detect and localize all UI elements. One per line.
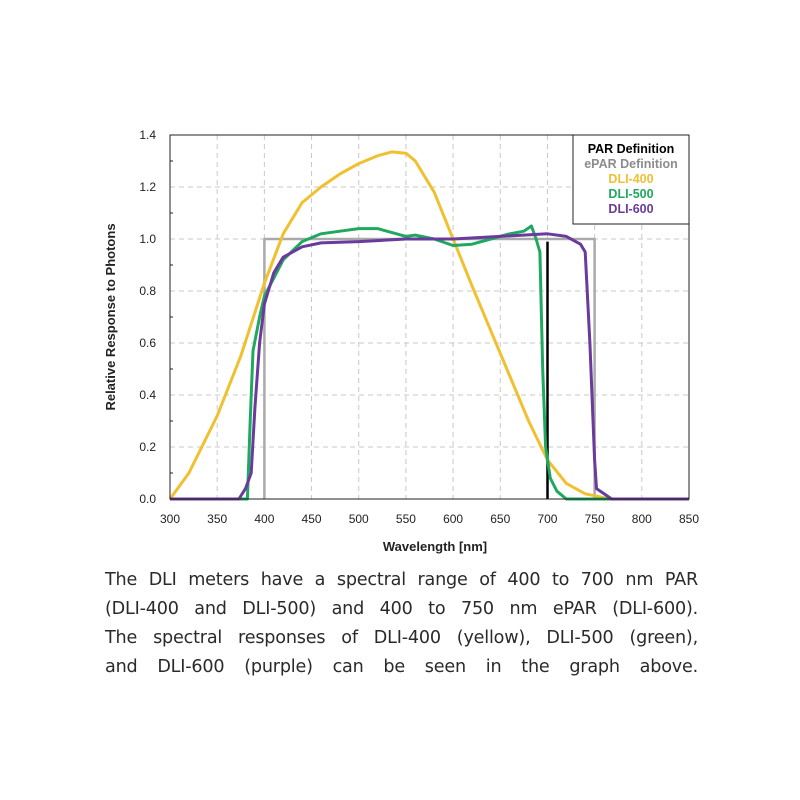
legend-entry: DLI-500	[608, 187, 653, 201]
series-epar-definition	[263, 237, 596, 499]
series-lines	[168, 150, 689, 501]
x-tick-label: 550	[396, 512, 416, 526]
y-tick-label: 0.4	[139, 388, 156, 402]
caption-text: The DLI meters have a spectral range of …	[105, 570, 698, 590]
y-tick-label: 0.8	[139, 284, 156, 298]
y-tick-label: 0.6	[139, 336, 156, 350]
legend-entry: PAR Definition	[588, 142, 675, 156]
x-tick-label: 300	[160, 512, 180, 526]
caption-line: The spectral responses of DLI-400 (yello…	[105, 624, 698, 653]
x-tick-label: 800	[632, 512, 652, 526]
caption-line: and DLI-600 (purple) can be seen in the …	[105, 653, 698, 682]
spectral-response-chart: 300 350 400 450 500 550 600 650 700 750 800 850 0.0 0…	[103, 128, 699, 554]
x-tick-label: 600	[443, 512, 463, 526]
series-dli-500	[170, 224, 689, 501]
y-axis-label: Relative Response to Photons	[103, 223, 118, 410]
caption-text: and DLI-600 (purple) can be seen in the …	[105, 657, 698, 677]
x-tick-label: 350	[207, 512, 227, 526]
x-tick-label: 700	[537, 512, 557, 526]
x-tick-label: 650	[490, 512, 510, 526]
caption-text: (DLI-400 and DLI-500) and 400 to 750 nm …	[105, 599, 698, 619]
caption-text: The spectral responses of DLI-400 (yello…	[105, 628, 698, 648]
x-tick-label: 400	[254, 512, 274, 526]
legend-entry: ePAR Definition	[584, 157, 678, 171]
y-tick-label: 1.2	[139, 180, 156, 194]
y-tick-label: 0.0	[139, 492, 156, 506]
legend-box	[572, 134, 690, 225]
series-dli-600	[170, 232, 689, 501]
y-tick-label: 1.0	[139, 232, 156, 246]
y-tick-label: 1.4	[139, 128, 156, 142]
y-tick-label: 0.2	[139, 440, 156, 454]
series-dli-400	[168, 150, 614, 501]
x-axis-label: Wavelength [nm]	[383, 539, 487, 554]
x-tick-label: 750	[585, 512, 605, 526]
caption: The DLI meters have a spectral range of …	[105, 566, 698, 682]
axis-ticks: 300 350 400 450 500 550 600 650 700 750 800 850 0.0 0…	[139, 128, 699, 526]
legend-entry: DLI-600	[608, 202, 653, 216]
x-tick-label: 850	[679, 512, 699, 526]
caption-line: The DLI meters have a spectral range of …	[105, 566, 698, 595]
caption-line: (DLI-400 and DLI-500) and 400 to 750 nm …	[105, 595, 698, 624]
x-tick-label: 450	[302, 512, 322, 526]
legend-entry: DLI-400	[608, 172, 653, 186]
x-tick-label: 500	[349, 512, 369, 526]
